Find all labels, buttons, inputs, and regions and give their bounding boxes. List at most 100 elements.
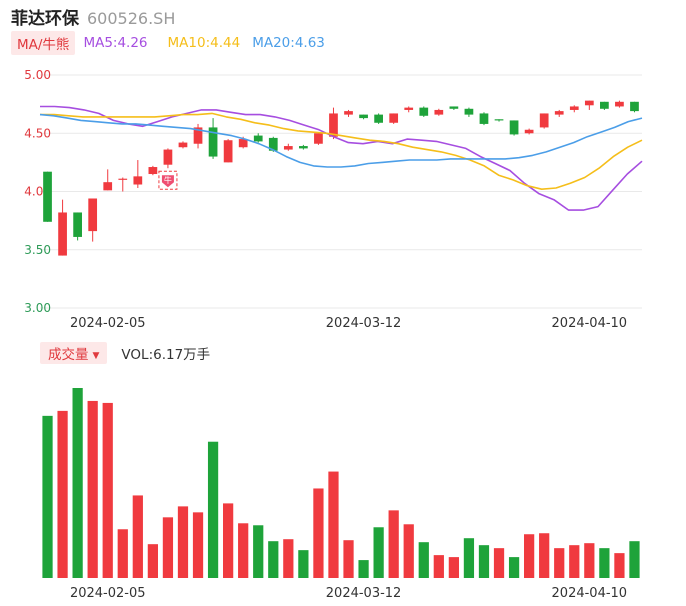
candle-body xyxy=(600,101,609,109)
candle xyxy=(449,106,459,110)
candle xyxy=(283,143,293,151)
volume-bar xyxy=(72,388,83,578)
candle xyxy=(88,198,98,242)
candle xyxy=(253,133,263,143)
ma5-line xyxy=(40,105,643,211)
candle xyxy=(314,132,323,145)
candle-body xyxy=(223,140,233,163)
candle xyxy=(43,171,52,222)
volume-bar xyxy=(177,506,189,578)
volume-bar xyxy=(192,512,204,578)
candle-body xyxy=(299,146,308,149)
price-date-axis: 2024-02-05 2024-03-12 2024-04-10 xyxy=(70,316,627,331)
bull-marker: 牛 xyxy=(158,170,178,190)
volume-bar xyxy=(253,525,264,578)
candle-body xyxy=(73,212,82,237)
candle xyxy=(479,112,489,126)
candle-body xyxy=(615,101,624,107)
price-date-label: 2024-04-10 xyxy=(552,316,628,331)
ma10-legend: MA10:4.44 xyxy=(167,35,241,51)
volume-bar xyxy=(268,541,279,578)
candle-body xyxy=(434,109,444,115)
candle xyxy=(193,123,203,149)
candle xyxy=(344,109,353,117)
volume-date-label: 2024-04-10 xyxy=(552,586,628,601)
stock-name: 菲达环保 xyxy=(11,9,79,29)
candle-body xyxy=(494,119,504,121)
candle-body xyxy=(268,137,278,151)
volume-bar xyxy=(162,517,174,578)
volume-bars xyxy=(42,388,640,578)
candle-body xyxy=(344,111,353,115)
volume-bar xyxy=(147,544,158,578)
candle-body xyxy=(419,107,429,116)
ma20-legend: MA20:4.63 xyxy=(252,35,325,51)
candle-body xyxy=(193,127,203,144)
candle xyxy=(600,101,609,110)
candle xyxy=(208,118,218,159)
price-tick-label: 3.00 xyxy=(24,301,51,315)
volume-bar xyxy=(328,471,339,578)
moving-averages xyxy=(39,105,643,211)
ma5-legend: MA5:4.26 xyxy=(83,35,148,51)
candle xyxy=(464,107,474,117)
price-grid xyxy=(40,74,642,309)
volume-bar xyxy=(373,527,384,578)
volume-bar xyxy=(223,503,234,578)
candle xyxy=(374,113,383,124)
price-date-label: 2024-02-05 xyxy=(70,316,146,331)
candle-body xyxy=(43,171,52,222)
volume-bar xyxy=(448,557,459,578)
volume-bar xyxy=(569,545,580,578)
candle-body xyxy=(178,142,188,148)
candle-body xyxy=(584,100,594,106)
candle xyxy=(118,177,128,192)
volume-bar xyxy=(493,548,505,578)
candle xyxy=(554,109,564,117)
candle xyxy=(509,120,519,136)
candle-body xyxy=(329,113,338,137)
ma20-line xyxy=(39,113,643,168)
volume-bar xyxy=(403,524,414,578)
candle-body xyxy=(449,106,459,109)
candle-body xyxy=(404,107,414,110)
volume-bar xyxy=(463,538,475,578)
volume-bar xyxy=(539,533,550,578)
candle xyxy=(524,128,534,135)
candle xyxy=(133,160,143,189)
candle-body xyxy=(539,113,549,128)
candle-body xyxy=(133,176,143,185)
volume-bar xyxy=(343,540,354,578)
candle xyxy=(163,148,173,169)
candle xyxy=(434,108,444,116)
volume-bar xyxy=(524,534,535,578)
volume-indicator-selector[interactable]: 成交量 ▼ xyxy=(40,342,108,364)
volume-bar xyxy=(433,555,444,578)
candle-body xyxy=(314,133,323,144)
candle-body xyxy=(374,114,383,123)
candle xyxy=(584,100,594,110)
bull-marker-label: 牛 xyxy=(164,175,172,185)
ma-indicator-selector[interactable]: MA/牛熊 xyxy=(11,31,76,55)
candle-body xyxy=(253,135,263,142)
caret-down-icon: ▼ xyxy=(92,351,100,361)
candle-body xyxy=(238,139,248,148)
volume-date-axis: 2024-02-05 2024-03-12 2024-04-10 xyxy=(70,586,627,601)
volume-bar xyxy=(508,557,520,578)
volume-bar xyxy=(313,488,324,578)
candle-body xyxy=(464,108,474,115)
bull-shield-icon xyxy=(161,175,174,188)
candle xyxy=(539,113,549,129)
candle xyxy=(58,199,67,256)
candle xyxy=(630,101,639,113)
volume-bar xyxy=(358,560,369,578)
candle-body xyxy=(359,114,368,119)
price-date-label: 2024-03-12 xyxy=(326,316,402,331)
candle xyxy=(178,141,188,149)
candle xyxy=(404,106,414,113)
volume-bar xyxy=(599,548,610,578)
bull-marker-frame xyxy=(158,170,178,190)
candle-body xyxy=(88,198,98,232)
candle-body xyxy=(569,106,579,110)
